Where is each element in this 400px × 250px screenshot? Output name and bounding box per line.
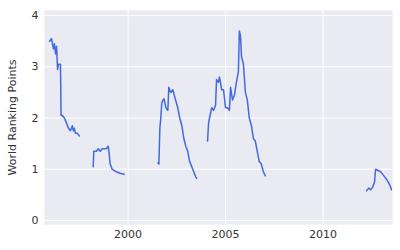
- svg-text:3: 3: [32, 60, 39, 73]
- svg-text:1: 1: [32, 163, 39, 176]
- svg-text:2010: 2010: [309, 228, 337, 241]
- svg-text:2: 2: [32, 112, 39, 125]
- svg-text:World Ranking Points: World Ranking Points: [6, 59, 19, 175]
- svg-text:2005: 2005: [212, 228, 240, 241]
- svg-text:0: 0: [32, 214, 39, 227]
- svg-text:4: 4: [32, 9, 39, 22]
- svg-text:2000: 2000: [114, 228, 142, 241]
